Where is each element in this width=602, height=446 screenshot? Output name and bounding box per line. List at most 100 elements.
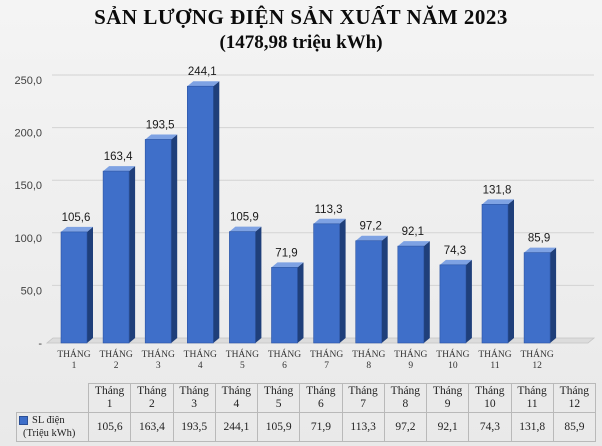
bar-front [313,223,340,344]
data-table-value-cell: 105,6 [87,412,132,442]
data-table-value-cell: 131,8 [510,412,554,442]
data-table-value-cell: 92,1 [425,412,470,442]
bar [229,226,262,344]
bar [439,259,472,344]
legend-label-line2: (Triệu kWh) [23,428,76,439]
data-table-header-cell: Tháng 10 [468,383,512,413]
y-tick-label: 150,0 [14,180,42,192]
data-label: 85,9 [528,233,550,245]
bar-side [465,259,472,343]
bar [271,262,304,344]
bar-front [355,240,383,344]
header-month-word: Tháng [348,385,378,397]
header-month-word: Tháng [475,385,505,397]
bar-side [508,199,514,343]
bar [523,247,557,344]
header-month-word: Tháng [137,385,167,397]
data-label: 105,9 [230,212,259,224]
bar [144,134,178,344]
header-month-word: Tháng [94,385,125,397]
bar [313,218,346,344]
x-tick-label: THÁNG [478,348,511,360]
bar [397,241,430,344]
header-month-number: 6 [318,398,324,410]
data-table-value-row: SL điện (Triệu kWh) 105,6 163,4 193,5 244,1 1… [16,412,597,442]
header-month-number: 7 [360,398,366,410]
bar-front [481,204,509,344]
bars [60,81,557,344]
x-tick-label: THÁNG [142,348,175,360]
bar-side [255,226,262,343]
data-label: 92,1 [402,226,424,238]
data-table-header-cell: Tháng 7 [341,383,385,413]
y-tick-label: - [38,338,42,350]
data-table-value-cell: 163,4 [130,412,174,442]
data-table-value-cell: 71,9 [299,412,343,442]
bar [102,166,136,344]
data-table-header-cell: Tháng 9 [425,383,470,413]
bar-top [397,241,430,247]
chart-title: SẢN LƯỢNG ĐIỆN SẢN XUẤT NĂM 2023 [94,5,508,29]
data-table-value-cell: 97,2 [383,412,428,442]
x-tick-label: THÁNG [394,348,427,360]
header-month-number: 2 [149,398,155,410]
x-tick-label: THÁNG [436,348,469,360]
x-tick-label: THÁNG [310,348,343,360]
header-month-number: 11 [526,398,538,410]
bar-side [550,247,557,343]
header-month-word: Tháng [263,385,294,397]
data-table-header-cell: Tháng 4 [214,383,259,413]
data-label: 193,5 [146,119,175,131]
bar-side [339,218,346,343]
legend-swatch [19,416,28,426]
data-label: 97,2 [360,221,382,233]
x-tick-label: THÁNG [184,348,217,360]
data-table-header-cell: Tháng 11 [510,383,554,413]
header-month-number: 8 [402,398,409,410]
header-month-word: Tháng [517,385,547,397]
header-month-word: Tháng [221,385,252,397]
data-table-corner [16,383,89,413]
bar-top [482,199,514,205]
data-table-value-cell: 105,9 [256,412,301,442]
header-month-number: 5 [275,398,282,410]
data-label: 105,6 [62,212,91,224]
bar-front [229,231,256,344]
data-table-header-cell: Tháng 3 [172,383,216,413]
x-tick-label-number: 7 [324,361,329,371]
bar [355,235,388,344]
bar-front [187,85,214,344]
bar-top [271,262,304,268]
data-table: Tháng 1 Tháng 2 Tháng 3 Tháng 4 Tháng 5 Tháng 6 Thán… [16,383,597,442]
bar-top [145,134,178,140]
chart-subtitle: (1478,98 triệu kWh) [219,32,383,53]
legend-cell: SL điện (Triệu kWh) [16,412,89,442]
x-tick-label: THÁNG [57,348,90,360]
x-tick-label-number: 2 [114,361,119,371]
header-month-number: 4 [233,398,240,410]
bar-top [61,226,93,232]
data-label: 244,1 [188,66,217,78]
bar-front [102,170,130,344]
legend-label-line1: SL điện [32,415,65,426]
bar-side [381,235,388,343]
x-tick-label: THÁNG [520,348,553,360]
x-tick-label-number: 4 [198,361,203,371]
data-table-value-cell: 244,1 [214,412,259,442]
data-label: 163,4 [104,151,133,163]
data-table-value-cell: 74,3 [468,412,512,442]
bar-top [103,166,136,172]
x-tick-label-number: 12 [532,361,542,371]
header-month-word: Tháng [306,385,336,397]
bar-top [313,218,346,224]
bar-top [524,247,557,253]
x-tick-label-number: 1 [72,361,77,371]
data-table-header-cell: Tháng 6 [299,383,343,413]
x-tick-label: THÁNG [99,348,132,360]
bar-front [144,139,172,344]
bar-side [297,262,304,343]
x-tick-label-number: 8 [366,361,371,371]
data-table-value-cell: 113,3 [341,412,385,442]
bar-top [187,81,220,87]
